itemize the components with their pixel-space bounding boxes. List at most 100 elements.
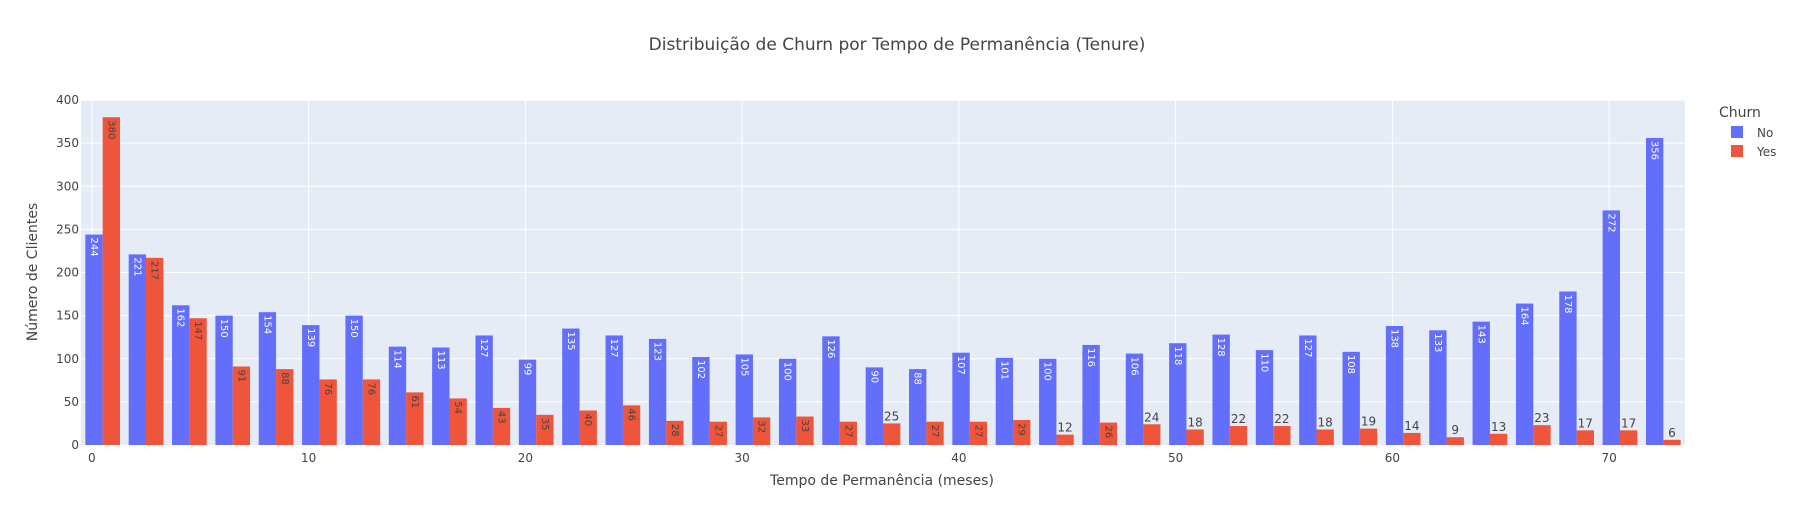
bar-yes[interactable] xyxy=(1576,430,1594,445)
bar-yes[interactable] xyxy=(406,392,424,445)
bar-no[interactable] xyxy=(518,359,537,445)
bar-yes[interactable] xyxy=(1143,424,1161,445)
bar-value-label: 147 xyxy=(192,321,203,340)
x-axis-title: Tempo de Permanência (meses) xyxy=(769,473,994,489)
bar-no[interactable] xyxy=(215,315,233,445)
bar-value-label: 139 xyxy=(305,328,316,347)
bar-no[interactable] xyxy=(258,312,277,445)
bar-no[interactable] xyxy=(822,336,840,445)
bar-no[interactable] xyxy=(1472,321,1490,445)
bar-yes[interactable] xyxy=(1663,439,1681,445)
bar-yes[interactable] xyxy=(1099,422,1118,445)
bar-no[interactable] xyxy=(172,305,190,445)
bar-value-label: 28 xyxy=(669,424,680,437)
bar-yes[interactable] xyxy=(1403,432,1421,445)
bar-no[interactable] xyxy=(1169,343,1187,445)
bar-value-label: 110 xyxy=(1258,353,1269,372)
bar-value-label: 17 xyxy=(1621,416,1636,430)
bar-yes[interactable] xyxy=(536,414,554,445)
bar-value-label: 29 xyxy=(1016,423,1027,436)
bar-yes[interactable] xyxy=(1186,429,1204,445)
bar-yes[interactable] xyxy=(146,257,164,445)
bar-yes[interactable] xyxy=(969,421,988,445)
bar-no[interactable] xyxy=(302,325,320,445)
bar-value-label: 101 xyxy=(998,361,1009,380)
bar-no[interactable] xyxy=(1125,353,1144,445)
bar-no[interactable] xyxy=(128,254,147,445)
bar-yes[interactable] xyxy=(1013,419,1031,445)
bar-no[interactable] xyxy=(1212,334,1230,445)
bar-no[interactable] xyxy=(1385,325,1404,445)
bar-no[interactable] xyxy=(692,357,710,445)
legend-label-no: No xyxy=(1757,126,1773,140)
bar-no[interactable] xyxy=(1299,335,1317,445)
bar-no[interactable] xyxy=(1342,351,1360,445)
bar-yes[interactable] xyxy=(492,407,511,445)
bar-no[interactable] xyxy=(475,335,493,445)
bar-yes[interactable] xyxy=(709,421,727,445)
bar-no[interactable] xyxy=(345,315,363,445)
bar-yes[interactable] xyxy=(1446,437,1464,445)
bar-value-label: 18 xyxy=(1318,415,1333,429)
bar-yes[interactable] xyxy=(622,405,641,445)
bar-value-label: 217 xyxy=(149,261,160,280)
legend-item-no[interactable]: No xyxy=(1731,126,1773,140)
bar-no[interactable] xyxy=(735,354,753,445)
bar-yes[interactable] xyxy=(579,410,597,446)
bar-no[interactable] xyxy=(85,234,103,445)
bar-no[interactable] xyxy=(1429,330,1447,445)
bar-value-label: 135 xyxy=(565,332,576,351)
bar-yes[interactable] xyxy=(1273,426,1291,445)
bar-no[interactable] xyxy=(1515,303,1534,445)
bar-yes[interactable] xyxy=(102,117,121,445)
bar-no[interactable] xyxy=(1255,350,1274,445)
bar-yes[interactable] xyxy=(362,379,381,445)
bar-yes[interactable] xyxy=(752,417,771,445)
bar-yes[interactable] xyxy=(926,421,944,445)
bar-value-label: 22 xyxy=(1231,412,1246,426)
bar-no[interactable] xyxy=(1039,358,1057,445)
bar-yes[interactable] xyxy=(839,421,857,445)
bar-yes[interactable] xyxy=(883,423,901,445)
bar-value-label: 25 xyxy=(884,409,899,423)
bar-yes[interactable] xyxy=(232,366,251,445)
bar-yes[interactable] xyxy=(796,416,814,445)
bar-no[interactable] xyxy=(952,352,970,445)
bar-yes[interactable] xyxy=(189,318,207,445)
bar-yes[interactable] xyxy=(319,379,337,445)
bar-yes[interactable] xyxy=(276,369,294,445)
bar-value-label: 244 xyxy=(88,238,99,257)
bar-no[interactable] xyxy=(648,338,667,445)
bar-value-label: 150 xyxy=(348,319,359,338)
bar-yes[interactable] xyxy=(1619,430,1638,445)
bar-value-label: 127 xyxy=(608,338,619,357)
bar-no[interactable] xyxy=(388,346,407,445)
bar-yes[interactable] xyxy=(666,420,684,445)
bar-no[interactable] xyxy=(562,328,580,445)
bar-value-label: 380 xyxy=(105,120,116,139)
bar-no[interactable] xyxy=(778,358,797,445)
bar-value-label: 127 xyxy=(478,338,489,357)
bar-yes[interactable] xyxy=(1056,434,1074,445)
bar-value-label: 221 xyxy=(131,257,142,276)
bar-yes[interactable] xyxy=(449,398,467,445)
bar-no[interactable] xyxy=(995,357,1014,445)
legend-item-yes[interactable]: Yes xyxy=(1731,145,1776,159)
bar-no[interactable] xyxy=(1559,291,1577,445)
bar-value-label: 113 xyxy=(435,351,446,370)
bar-no[interactable] xyxy=(1645,137,1664,445)
bar-yes[interactable] xyxy=(1229,426,1248,445)
bar-yes[interactable] xyxy=(1359,428,1378,445)
bar-no[interactable] xyxy=(605,335,623,445)
bar-no[interactable] xyxy=(432,347,450,445)
bar-no[interactable] xyxy=(865,367,883,445)
bar-no[interactable] xyxy=(1082,344,1100,445)
bar-yes[interactable] xyxy=(1489,433,1508,445)
bar-value-label: 18 xyxy=(1187,415,1202,429)
bar-no[interactable] xyxy=(1602,210,1620,445)
bar-yes[interactable] xyxy=(1316,429,1334,445)
bar-no[interactable] xyxy=(909,369,927,445)
bar-yes[interactable] xyxy=(1533,425,1551,445)
y-tick-label: 50 xyxy=(64,395,79,409)
x-tick-label: 70 xyxy=(1601,451,1616,465)
